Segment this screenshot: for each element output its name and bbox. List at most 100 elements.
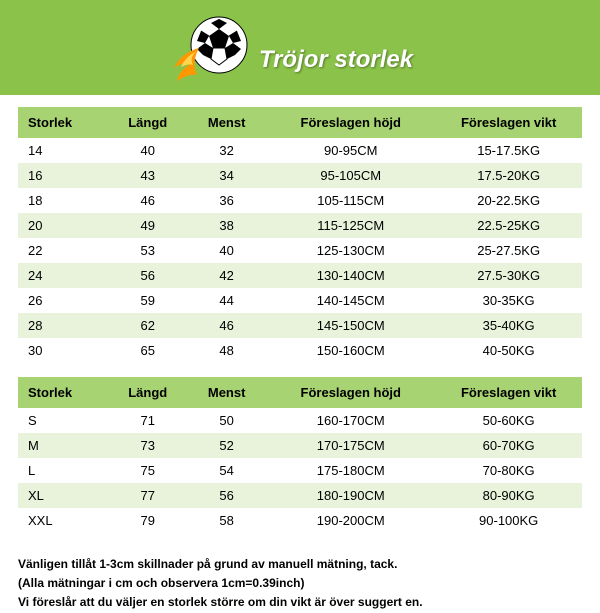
table-cell: 46 [108, 188, 187, 213]
table-cell: 79 [108, 508, 187, 533]
table-row: 306548150-160CM40-50KG [18, 338, 582, 363]
table-cell: 130-140CM [266, 263, 435, 288]
table-cell: 170-175CM [266, 433, 435, 458]
size-table-adults: StorlekLängdMenstFöreslagen höjdFöreslag… [18, 377, 582, 533]
column-header: Storlek [18, 107, 108, 138]
table-row: L7554175-180CM70-80KG [18, 458, 582, 483]
table-cell: 56 [187, 483, 266, 508]
table-row: 204938115-125CM22.5-25KG [18, 213, 582, 238]
table-cell: 22.5-25KG [435, 213, 582, 238]
table-cell: 50 [187, 408, 266, 433]
table-cell: 28 [18, 313, 108, 338]
table-cell: 65 [108, 338, 187, 363]
table-cell: 180-190CM [266, 483, 435, 508]
table-cell: 46 [187, 313, 266, 338]
table-cell: 18 [18, 188, 108, 213]
table-cell: 90-100KG [435, 508, 582, 533]
table-cell: 32 [187, 138, 266, 163]
table-cell: 58 [187, 508, 266, 533]
table-cell: 140-145CM [266, 288, 435, 313]
table-cell: 40 [187, 238, 266, 263]
soccer-ball-icon [187, 13, 251, 82]
size-table-kids: StorlekLängdMenstFöreslagen höjdFöreslag… [18, 107, 582, 363]
table-cell: 36 [187, 188, 266, 213]
footnote-line: Vi föreslår att du väljer en storlek stö… [18, 593, 582, 612]
table-row: 225340125-130CM25-27.5KG [18, 238, 582, 263]
table-cell: 52 [187, 433, 266, 458]
banner-title: Tröjor storlek [259, 46, 413, 74]
flame-icon [169, 43, 209, 83]
footnote: Vänligen tillåt 1-3cm skillnader på grun… [0, 547, 600, 613]
table-cell: 20 [18, 213, 108, 238]
table-cell: 27.5-30KG [435, 263, 582, 288]
table-cell: 49 [108, 213, 187, 238]
table-cell: 30-35KG [435, 288, 582, 313]
table-row: 265944140-145CM30-35KG [18, 288, 582, 313]
footnote-line: Vänligen tillåt 1-3cm skillnader på grun… [18, 555, 582, 574]
table-cell: 160-170CM [266, 408, 435, 433]
table-cell: 90-95CM [266, 138, 435, 163]
table-cell: 22 [18, 238, 108, 263]
table-cell: 145-150CM [266, 313, 435, 338]
table-row: 286246145-150CM35-40KG [18, 313, 582, 338]
table-cell: XXL [18, 508, 108, 533]
table-cell: 70-80KG [435, 458, 582, 483]
column-header: Föreslagen höjd [266, 377, 435, 408]
table-cell: 71 [108, 408, 187, 433]
column-header: Längd [108, 377, 187, 408]
banner: Tröjor storlek [0, 0, 600, 95]
table-row: 184636105-115CM20-22.5KG [18, 188, 582, 213]
table-cell: 77 [108, 483, 187, 508]
table-cell: 34 [187, 163, 266, 188]
table-cell: 48 [187, 338, 266, 363]
table-cell: 30 [18, 338, 108, 363]
table-cell: 125-130CM [266, 238, 435, 263]
table-row: 14403290-95CM15-17.5KG [18, 138, 582, 163]
table-cell: 175-180CM [266, 458, 435, 483]
table-cell: 25-27.5KG [435, 238, 582, 263]
column-header: Menst [187, 377, 266, 408]
table-cell: 16 [18, 163, 108, 188]
table-cell: 53 [108, 238, 187, 263]
table-cell: 43 [108, 163, 187, 188]
table-cell: 105-115CM [266, 188, 435, 213]
table-cell: 14 [18, 138, 108, 163]
table-row: M7352170-175CM60-70KG [18, 433, 582, 458]
table-cell: L [18, 458, 108, 483]
table-cell: 80-90KG [435, 483, 582, 508]
table-cell: M [18, 433, 108, 458]
table-cell: 50-60KG [435, 408, 582, 433]
column-header: Storlek [18, 377, 108, 408]
table-header-row: StorlekLängdMenstFöreslagen höjdFöreslag… [18, 377, 582, 408]
table-cell: 44 [187, 288, 266, 313]
table-cell: 15-17.5KG [435, 138, 582, 163]
column-header: Längd [108, 107, 187, 138]
table-row: 245642130-140CM27.5-30KG [18, 263, 582, 288]
table-cell: 190-200CM [266, 508, 435, 533]
column-header: Menst [187, 107, 266, 138]
table-cell: 38 [187, 213, 266, 238]
table-cell: 24 [18, 263, 108, 288]
table-cell: 73 [108, 433, 187, 458]
table-cell: 17.5-20KG [435, 163, 582, 188]
footnote-line: (Alla mätningar i cm och observera 1cm=0… [18, 574, 582, 593]
table-cell: 40-50KG [435, 338, 582, 363]
table-cell: 20-22.5KG [435, 188, 582, 213]
table-cell: 59 [108, 288, 187, 313]
table-row: S7150160-170CM50-60KG [18, 408, 582, 433]
table-cell: XL [18, 483, 108, 508]
table-cell: 75 [108, 458, 187, 483]
table-row: 16433495-105CM17.5-20KG [18, 163, 582, 188]
table-cell: 60-70KG [435, 433, 582, 458]
table-cell: 62 [108, 313, 187, 338]
column-header: Föreslagen vikt [435, 107, 582, 138]
column-header: Föreslagen vikt [435, 377, 582, 408]
table-cell: 42 [187, 263, 266, 288]
table-cell: 95-105CM [266, 163, 435, 188]
column-header: Föreslagen höjd [266, 107, 435, 138]
table-header-row: StorlekLängdMenstFöreslagen höjdFöreslag… [18, 107, 582, 138]
table-cell: S [18, 408, 108, 433]
table-cell: 26 [18, 288, 108, 313]
table-cell: 35-40KG [435, 313, 582, 338]
table-cell: 56 [108, 263, 187, 288]
